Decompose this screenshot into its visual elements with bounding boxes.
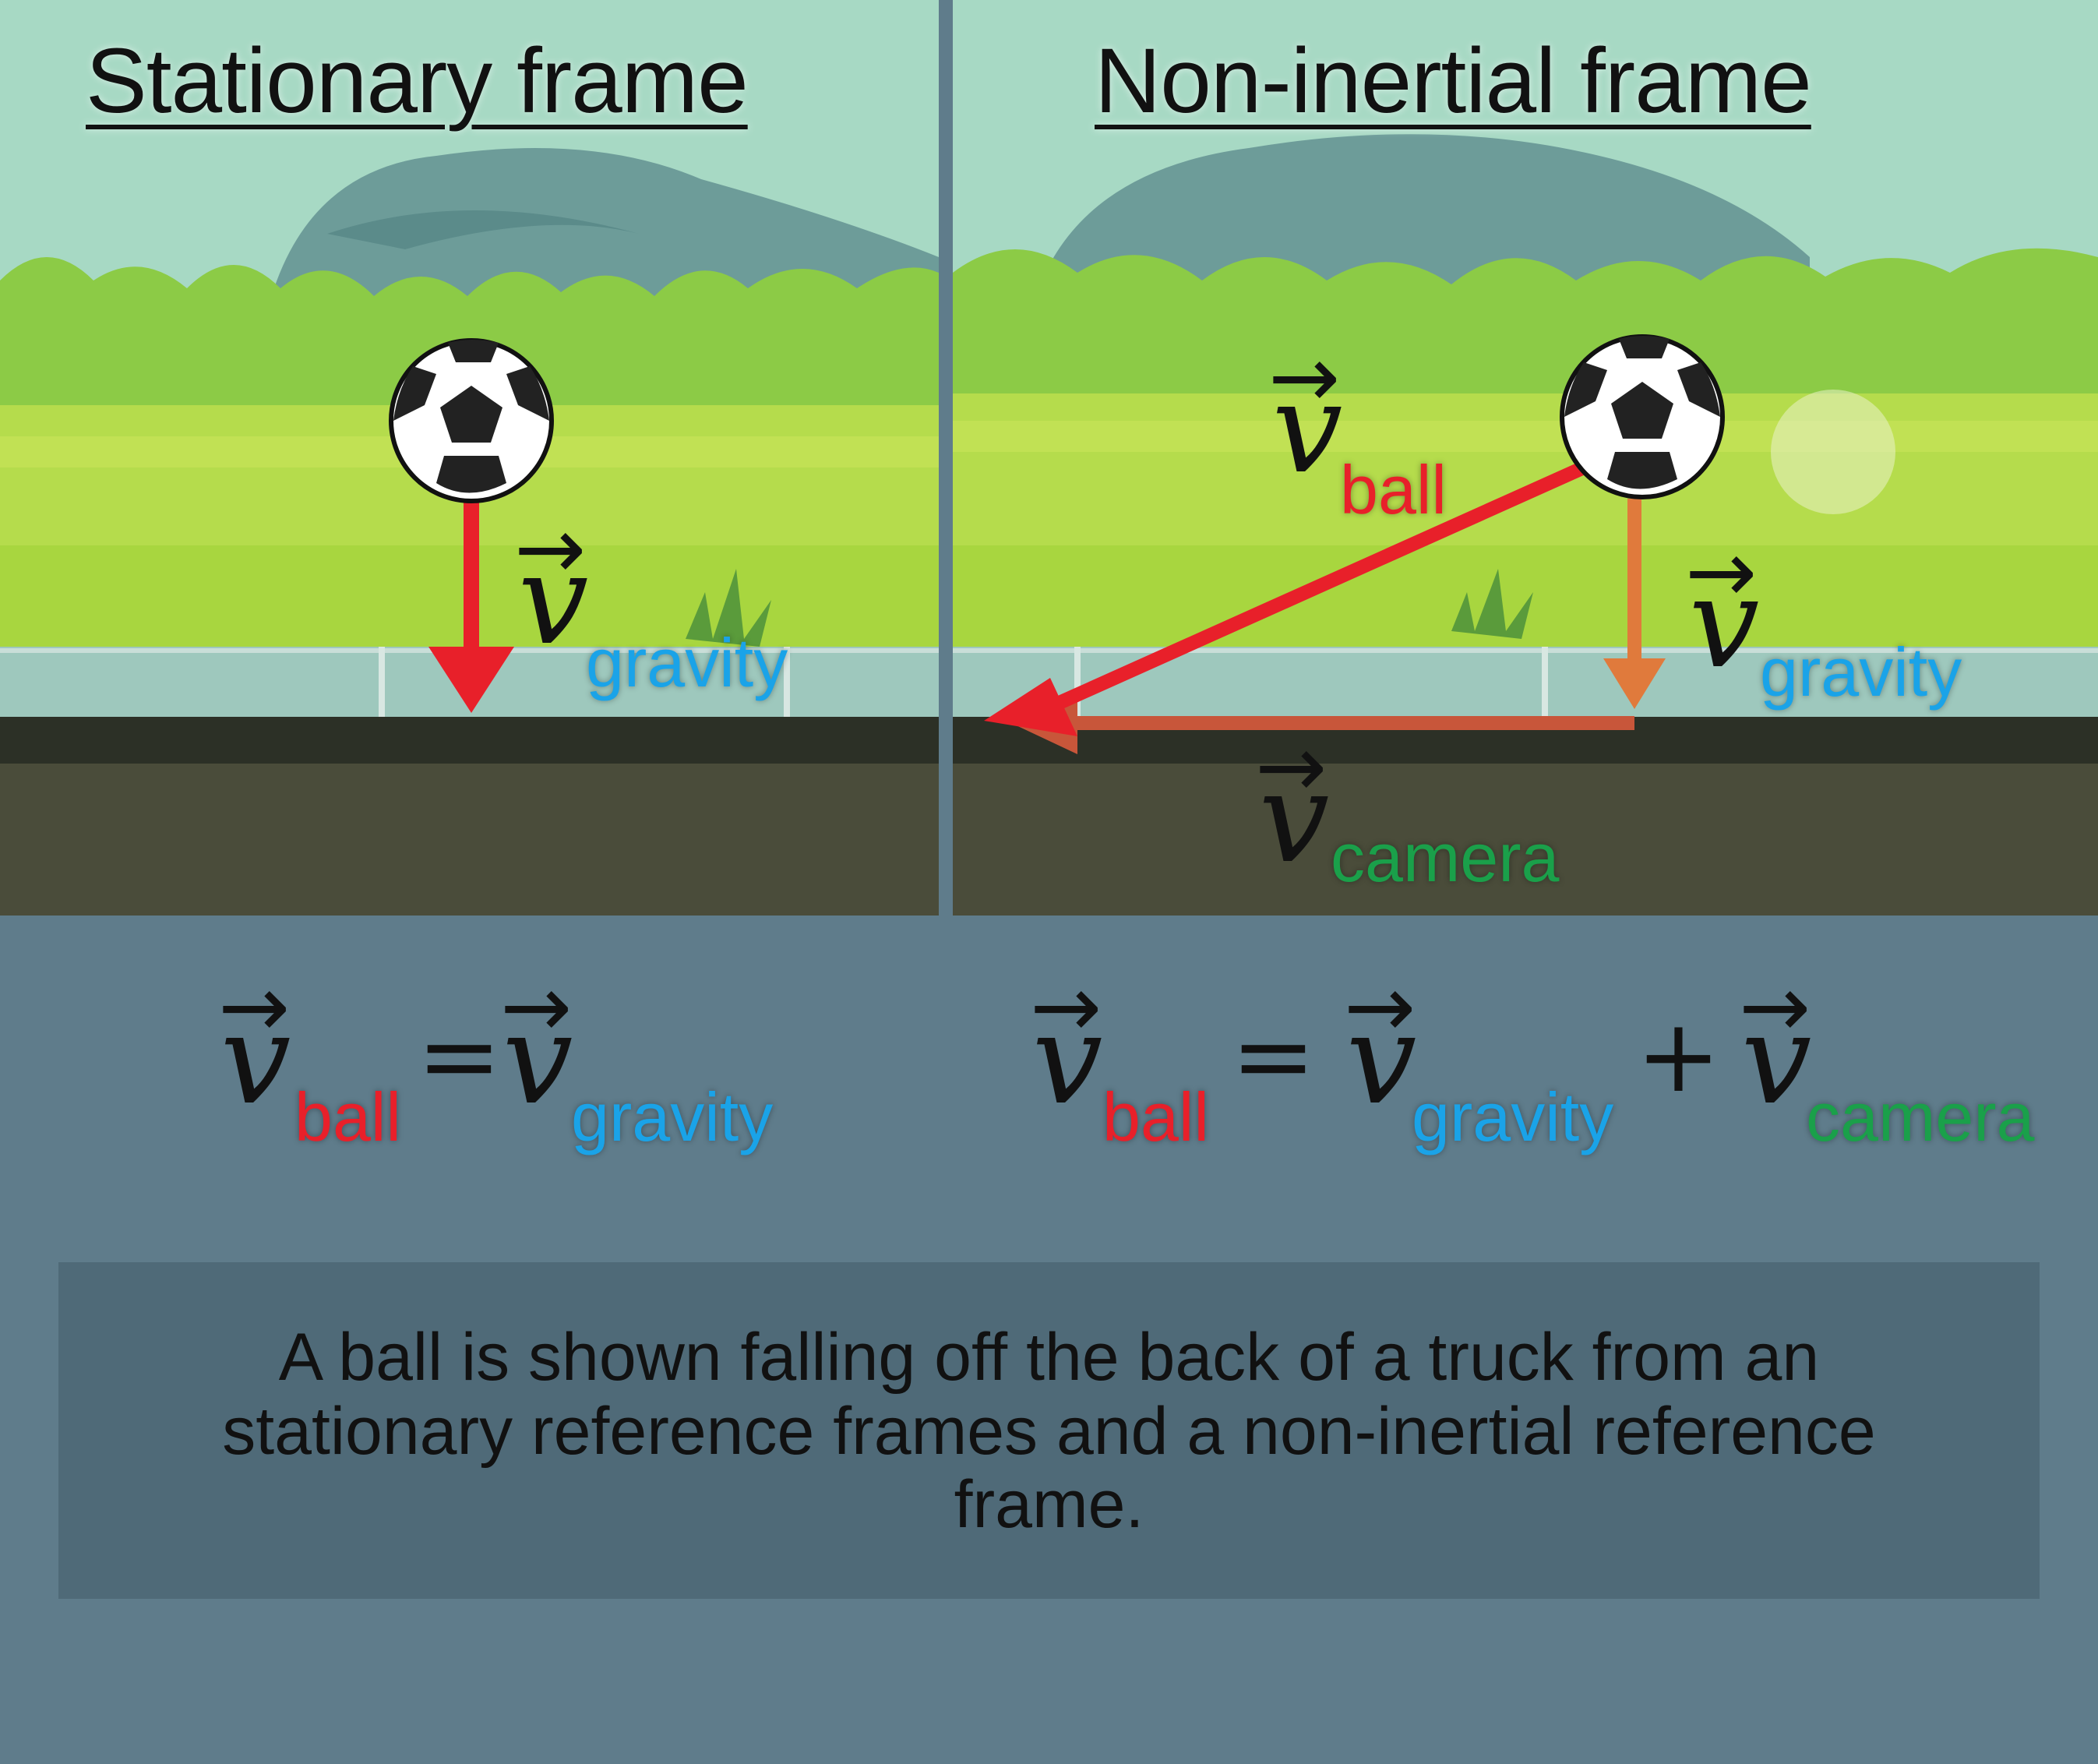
vector-arrow-icon: →: [1685, 522, 1757, 622]
soccer-ball-icon: [391, 340, 552, 501]
eq-plus: +: [1636, 1005, 1721, 1106]
panel-divider: [939, 0, 953, 918]
camera-label: camera: [1331, 818, 1559, 898]
caption-box: A ball is shown falling off the back of …: [58, 1262, 2040, 1599]
eq-equals: =: [1231, 1005, 1316, 1106]
eq-gravity-sub: gravity: [1412, 1078, 1613, 1157]
eq-ball-sub: ball: [1102, 1078, 1209, 1157]
vector-arrow-icon: →: [514, 499, 586, 598]
eq-equals: =: [417, 1005, 502, 1106]
eq-gravity-sub: gravity: [571, 1078, 773, 1157]
vector-arrow-icon: →: [1255, 717, 1327, 817]
vector-arrow-icon: →: [500, 957, 572, 1057]
stationary-panel: Stationary frame v → gravity: [0, 0, 939, 916]
vector-arrow-icon: →: [1268, 327, 1340, 427]
eq-camera-sub: camera: [1806, 1078, 2034, 1157]
non-inertial-frame-title: Non-inertial frame: [1095, 28, 1811, 134]
soccer-ball-icon: [1562, 336, 1722, 497]
vector-arrow-icon: →: [1030, 957, 1102, 1057]
stationary-frame-title: Stationary frame: [86, 28, 748, 134]
ball-label: ball: [1340, 450, 1447, 530]
vector-arrow-icon: →: [218, 957, 290, 1057]
vector-arrow-icon: →: [1739, 957, 1811, 1057]
vector-arrow-icon: →: [1344, 957, 1416, 1057]
gravity-label: gravity: [1760, 633, 1962, 712]
gravity-label: gravity: [586, 623, 788, 703]
caption-text: A ball is shown falling off the back of …: [152, 1321, 1946, 1542]
eq-ball-sub: ball: [294, 1078, 401, 1157]
stationary-scene: [0, 0, 939, 916]
non-inertial-scene: [953, 0, 2098, 916]
non-inertial-panel: Non-inertial frame v → ball v → gravity …: [953, 0, 2098, 916]
